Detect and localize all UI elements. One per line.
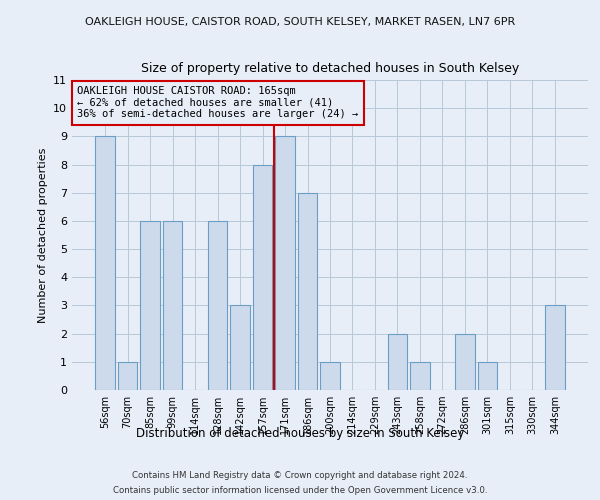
Title: Size of property relative to detached houses in South Kelsey: Size of property relative to detached ho…: [141, 62, 519, 74]
Bar: [118, 362, 137, 390]
Bar: [320, 362, 340, 390]
Bar: [95, 136, 115, 390]
Bar: [298, 192, 317, 390]
Bar: [455, 334, 475, 390]
Bar: [275, 136, 295, 390]
Bar: [163, 221, 182, 390]
Y-axis label: Number of detached properties: Number of detached properties: [38, 148, 47, 322]
Bar: [253, 164, 272, 390]
Bar: [230, 306, 250, 390]
Text: Distribution of detached houses by size in South Kelsey: Distribution of detached houses by size …: [136, 428, 464, 440]
Bar: [208, 221, 227, 390]
Text: OAKLEIGH HOUSE CAISTOR ROAD: 165sqm
← 62% of detached houses are smaller (41)
36: OAKLEIGH HOUSE CAISTOR ROAD: 165sqm ← 62…: [77, 86, 358, 120]
Bar: [410, 362, 430, 390]
Bar: [545, 306, 565, 390]
Bar: [140, 221, 160, 390]
Bar: [478, 362, 497, 390]
Text: Contains public sector information licensed under the Open Government Licence v3: Contains public sector information licen…: [113, 486, 487, 495]
Text: Contains HM Land Registry data © Crown copyright and database right 2024.: Contains HM Land Registry data © Crown c…: [132, 471, 468, 480]
Bar: [388, 334, 407, 390]
Text: OAKLEIGH HOUSE, CAISTOR ROAD, SOUTH KELSEY, MARKET RASEN, LN7 6PR: OAKLEIGH HOUSE, CAISTOR ROAD, SOUTH KELS…: [85, 18, 515, 28]
